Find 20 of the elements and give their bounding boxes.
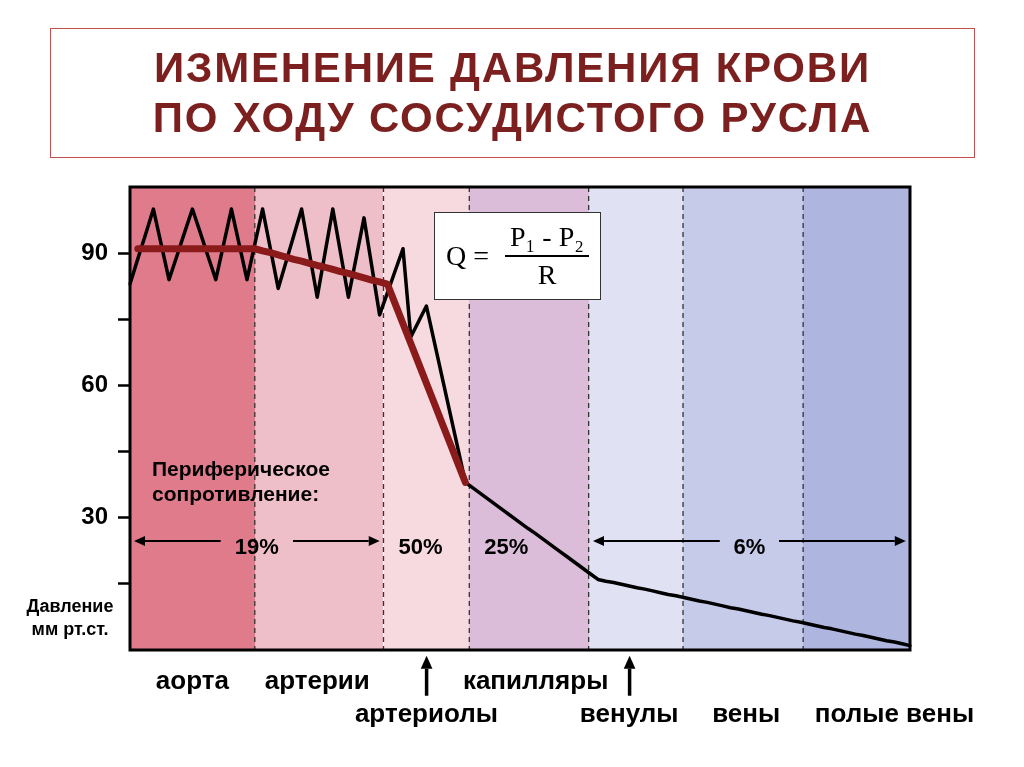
y-tick-label: 90 <box>81 237 108 265</box>
x-tick-label: венулы <box>579 697 679 728</box>
x-tick-label: полые вены <box>814 697 975 728</box>
annotation: 6% <box>733 534 766 560</box>
y-axis-title: Давление мм рт.ст. <box>25 595 115 641</box>
x-tick-label: капилляры <box>462 665 609 696</box>
annotation: 19% <box>234 534 279 560</box>
chart-title: ИЗМЕНЕНИЕ ДАВЛЕНИЯ КРОВИ ПО ХОДУ СОСУДИСТОГО РУСЛА <box>151 43 874 143</box>
annotation: Периферическое сопротивление: <box>152 456 332 507</box>
annotation: R <box>537 258 557 292</box>
annotation: 50% <box>398 534 443 560</box>
x-tick-label: артериолы <box>354 697 498 728</box>
x-tick-label: аорта <box>155 665 230 696</box>
x-tick-label: вены <box>712 697 781 728</box>
annotation: 25% <box>484 534 529 560</box>
y-tick-label: 30 <box>81 502 108 530</box>
x-tick-label: артерии <box>264 665 370 696</box>
annotation: P₁ - P₂ <box>505 219 590 257</box>
y-tick-label: 60 <box>81 370 108 398</box>
annotation: Q = <box>446 240 490 272</box>
